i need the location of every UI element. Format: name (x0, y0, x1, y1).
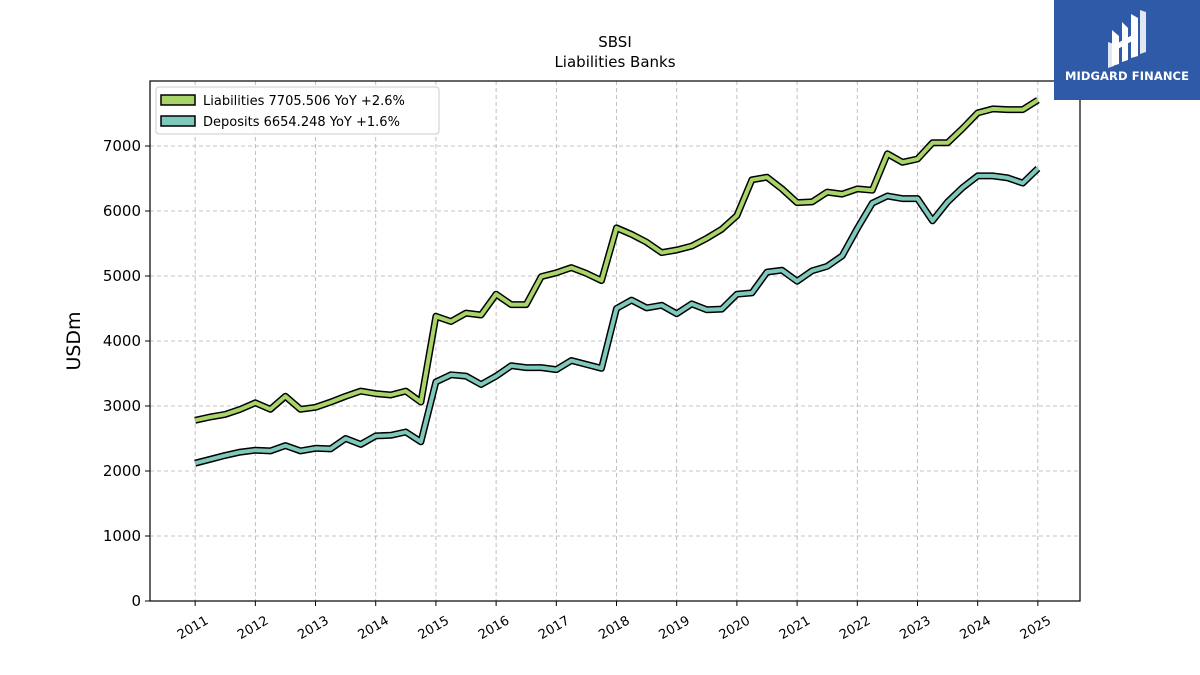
y-tick-label: 4000 (103, 332, 141, 350)
legend-entry: Liabilities 7705.506 YoY +2.6% (203, 94, 405, 109)
y-tick-label: 3000 (103, 397, 141, 415)
legend-swatch (160, 115, 196, 127)
x-tick-label: 2015 (416, 613, 452, 643)
chart-subtitle: Liabilities Banks (554, 53, 675, 71)
x-tick-label: 2019 (657, 613, 693, 643)
x-tick-label: 2020 (717, 613, 753, 643)
y-tick-label: 0 (131, 592, 141, 610)
logo-text: MIDGARD FINANCE (1064, 69, 1190, 83)
x-tick-label: 2021 (777, 613, 813, 643)
series-outline-liabilities (194, 97, 1040, 424)
legend-swatch (160, 94, 196, 106)
y-tick-label: 1000 (103, 527, 141, 545)
chart-title: SBSI (598, 33, 632, 51)
logo-mark-icon (1108, 10, 1146, 68)
y-axis: 0 1000 2000 3000 4000 5000 6000 7000 (103, 137, 150, 610)
series-line-deposits (194, 167, 1040, 466)
legend: Liabilities 7705.506 YoY +2.6% Deposits 6… (155, 86, 440, 135)
y-tick-label: 5000 (103, 267, 141, 285)
legend-entry: Deposits 6654.248 YoY +1.6% (203, 115, 400, 130)
y-tick-label: 6000 (103, 202, 141, 220)
grid (150, 81, 1080, 602)
x-tick-label: 2025 (1018, 613, 1054, 643)
series-layer (194, 97, 1041, 467)
y-axis-label: USDm (63, 311, 85, 370)
midgard-finance-logo: MIDGARD FINANCE (1054, 0, 1200, 100)
series-line-liabilities (194, 98, 1039, 423)
x-tick-label: 2012 (235, 613, 271, 643)
x-tick-label: 2011 (175, 613, 211, 643)
x-tick-label: 2024 (958, 613, 994, 643)
x-tick-label: 2014 (356, 613, 392, 643)
y-tick-label: 2000 (103, 462, 141, 480)
x-tick-label: 2018 (596, 613, 632, 643)
x-axis: 2011 2012 2013 2014 2015 2016 2017 2018 2019 2020… (175, 601, 1054, 643)
legend-box (155, 86, 440, 135)
x-tick-label: 2017 (536, 613, 572, 643)
x-tick-label: 2016 (476, 613, 512, 643)
y-tick-label: 7000 (103, 137, 141, 155)
x-tick-label: 2022 (837, 613, 873, 643)
x-tick-label: 2013 (295, 613, 331, 643)
x-tick-label: 2023 (897, 613, 933, 643)
